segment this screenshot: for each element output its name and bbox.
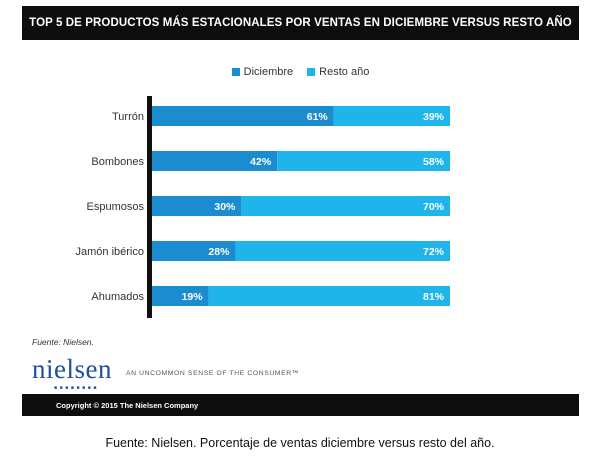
bar-resto-turron bbox=[333, 106, 450, 126]
legend-item-resto: Resto año bbox=[307, 66, 369, 78]
y-axis-line bbox=[147, 96, 152, 318]
nielsen-logo-text: nielsen bbox=[32, 354, 112, 384]
bar-chart: Turrón 61% 39% Bombones 42% 58% Espumosos 30% 70… bbox=[76, 96, 450, 318]
source-note: Fuente: Nielsen. bbox=[32, 337, 94, 347]
category-label-espumosos: Espumosos bbox=[87, 201, 145, 213]
bar-diciembre-ahumados bbox=[152, 286, 209, 306]
figure-caption: Fuente: Nielsen. Porcentaje de ventas di… bbox=[105, 436, 495, 450]
bar-diciembre-bombones bbox=[152, 151, 278, 171]
bar-diciembre-espumosos bbox=[152, 196, 242, 216]
category-label-ahumados: Ahumados bbox=[91, 291, 144, 303]
infographic-card: TOP 5 DE PRODUCTOS MÁS ESTACIONALES POR … bbox=[22, 6, 579, 416]
data-label-resto-jamon-iberico: 72% bbox=[423, 246, 445, 258]
copyright-text: Copyright © 2015 The Nielsen Company bbox=[56, 400, 199, 410]
legend-item-diciembre: Diciembre bbox=[231, 66, 294, 78]
bar-diciembre-turron bbox=[152, 106, 334, 126]
category-label-bombones: Bombones bbox=[91, 156, 144, 168]
legend-swatch-diciembre bbox=[231, 68, 240, 76]
chart-title: TOP 5 DE PRODUCTOS MÁS ESTACIONALES POR … bbox=[29, 17, 572, 29]
legend-label-resto: Resto año bbox=[319, 66, 370, 78]
bar-diciembre-jamon-iberico bbox=[152, 241, 236, 261]
category-label-jamon-iberico: Jamón ibérico bbox=[76, 246, 144, 258]
data-label-diciembre-bombones: 42% bbox=[250, 156, 272, 168]
data-label-diciembre-ahumados: 19% bbox=[182, 291, 204, 303]
bar-resto-espumosos bbox=[241, 196, 450, 216]
category-label-turron: Turrón bbox=[112, 111, 144, 123]
bar-resto-bombones bbox=[277, 151, 450, 171]
title-bar: TOP 5 DE PRODUCTOS MÁS ESTACIONALES POR … bbox=[22, 6, 579, 40]
nielsen-logo-row: nielsen ■■■■■■■■ AN UNCOMMON SENSE OF TH… bbox=[32, 354, 300, 392]
tagline: AN UNCOMMON SENSE OF THE CONSUMER™ bbox=[125, 370, 300, 377]
legend: Diciembre Resto año bbox=[22, 66, 579, 78]
data-label-resto-turron: 39% bbox=[423, 111, 445, 123]
data-label-diciembre-espumosos: 30% bbox=[214, 201, 236, 213]
legend-swatch-resto bbox=[307, 68, 316, 76]
data-label-diciembre-turron: 61% bbox=[307, 111, 329, 123]
data-label-resto-espumosos: 70% bbox=[423, 201, 445, 213]
legend-label-diciembre: Diciembre bbox=[243, 66, 294, 78]
logo-dots-decoration: ■■■■■■■■ bbox=[54, 385, 99, 391]
bar-resto-ahumados bbox=[208, 286, 450, 306]
footer-bar: Copyright © 2015 The Nielsen Company bbox=[22, 394, 579, 416]
data-label-resto-bombones: 58% bbox=[423, 156, 445, 168]
data-label-resto-ahumados: 81% bbox=[423, 291, 445, 303]
nielsen-logo: nielsen ■■■■■■■■ bbox=[32, 354, 112, 392]
data-label-diciembre-jamon-iberico: 28% bbox=[208, 246, 230, 258]
bar-resto-jamon-iberico bbox=[235, 241, 450, 261]
